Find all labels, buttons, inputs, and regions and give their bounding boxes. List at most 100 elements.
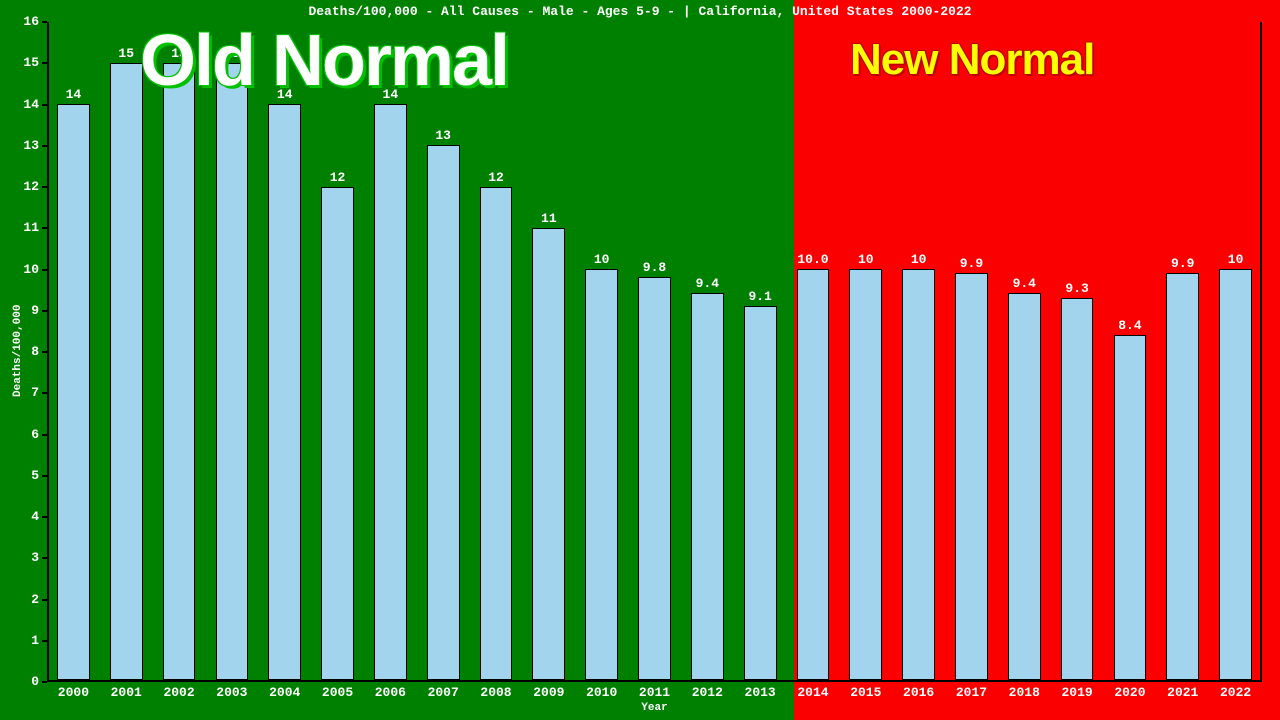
bar xyxy=(638,277,671,680)
y-tick xyxy=(42,269,47,271)
x-tick-label: 2007 xyxy=(428,685,459,700)
bar-value-label: 10 xyxy=(594,252,610,267)
bar xyxy=(902,269,935,680)
bar xyxy=(110,63,143,680)
x-tick-label: 2009 xyxy=(533,685,564,700)
x-tick-label: 2019 xyxy=(1061,685,1092,700)
y-tick xyxy=(42,104,47,106)
bar-value-label: 15 xyxy=(118,46,134,61)
bar-value-label: 12 xyxy=(488,170,504,185)
bar-value-label: 11 xyxy=(541,211,557,226)
chart-title: Deaths/100,000 - All Causes - Male - Age… xyxy=(0,4,1280,19)
y-tick xyxy=(42,145,47,147)
bar-value-label: 8.4 xyxy=(1118,318,1141,333)
bar-value-label: 14 xyxy=(66,87,82,102)
x-tick-label: 2010 xyxy=(586,685,617,700)
y-tick xyxy=(42,227,47,229)
bar xyxy=(163,63,196,680)
y-tick-label: 7 xyxy=(17,385,39,400)
y-tick xyxy=(42,186,47,188)
x-tick-label: 2013 xyxy=(745,685,776,700)
bar-value-label: 9.4 xyxy=(1013,276,1036,291)
bar-value-label: 10.0 xyxy=(797,252,828,267)
y-tick-label: 10 xyxy=(17,262,39,277)
y-tick-label: 1 xyxy=(17,633,39,648)
x-tick-label: 2011 xyxy=(639,685,670,700)
y-tick-label: 14 xyxy=(17,97,39,112)
y-tick xyxy=(42,62,47,64)
y-tick xyxy=(42,557,47,559)
bar xyxy=(955,273,988,680)
x-tick-label: 2002 xyxy=(163,685,194,700)
bar xyxy=(1166,273,1199,680)
bar-value-label: 10 xyxy=(1228,252,1244,267)
x-axis xyxy=(47,680,1262,682)
bar-value-label: 9.8 xyxy=(643,260,666,275)
bar-value-label: 10 xyxy=(911,252,927,267)
bar-value-label: 13 xyxy=(435,128,451,143)
x-tick-label: 2005 xyxy=(322,685,353,700)
bar xyxy=(1114,335,1147,680)
y-tick-label: 8 xyxy=(17,344,39,359)
y-tick-label: 13 xyxy=(17,138,39,153)
x-tick-label: 2020 xyxy=(1114,685,1145,700)
x-tick-label: 2022 xyxy=(1220,685,1251,700)
bar xyxy=(797,269,830,680)
y-tick-label: 5 xyxy=(17,468,39,483)
x-tick-label: 2008 xyxy=(480,685,511,700)
y-tick xyxy=(42,475,47,477)
y-axis xyxy=(47,22,49,682)
y-tick-label: 9 xyxy=(17,303,39,318)
bar-value-label: 9.9 xyxy=(1171,256,1194,271)
y-tick-label: 0 xyxy=(17,674,39,689)
x-tick-label: 2004 xyxy=(269,685,300,700)
x-tick-label: 2003 xyxy=(216,685,247,700)
bar xyxy=(374,104,407,680)
bar xyxy=(427,145,460,680)
y-tick xyxy=(42,351,47,353)
bar-value-label: 9.1 xyxy=(748,289,771,304)
bar xyxy=(480,187,513,681)
bar xyxy=(216,63,249,680)
bar-value-label: 9.9 xyxy=(960,256,983,271)
bar xyxy=(57,104,90,680)
y-tick xyxy=(42,599,47,601)
bar xyxy=(532,228,565,680)
y-tick xyxy=(42,640,47,642)
bar-value-label: 12 xyxy=(330,170,346,185)
y-tick-label: 15 xyxy=(17,55,39,70)
bar xyxy=(268,104,301,680)
chart-root: Deaths/100,000 - All Causes - Male - Age… xyxy=(0,0,1280,720)
y-tick xyxy=(42,310,47,312)
overlay-old-normal: Old Normal xyxy=(140,20,508,102)
bar-value-label: 9.4 xyxy=(696,276,719,291)
y-tick xyxy=(42,434,47,436)
x-tick-label: 2000 xyxy=(58,685,89,700)
bar xyxy=(691,293,724,680)
x-tick-label: 2014 xyxy=(797,685,828,700)
y-tick-label: 2 xyxy=(17,592,39,607)
y-tick-label: 12 xyxy=(17,179,39,194)
x-tick-label: 2021 xyxy=(1167,685,1198,700)
bar xyxy=(744,306,777,680)
y-tick-label: 4 xyxy=(17,509,39,524)
bar-value-label: 9.3 xyxy=(1065,281,1088,296)
x-tick-label: 2012 xyxy=(692,685,723,700)
x-tick-label: 2017 xyxy=(956,685,987,700)
x-tick-label: 2018 xyxy=(1009,685,1040,700)
y-tick xyxy=(42,516,47,518)
y-tick xyxy=(42,392,47,394)
y-tick-label: 11 xyxy=(17,220,39,235)
x-tick-label: 2016 xyxy=(903,685,934,700)
y-tick xyxy=(42,681,47,683)
bar xyxy=(1219,269,1252,680)
plot-area: 14151515141214131211109.89.49.110.010109… xyxy=(47,22,1262,682)
bar xyxy=(849,269,882,680)
overlay-new-normal: New Normal xyxy=(850,35,1094,85)
bar xyxy=(1061,298,1094,680)
x-tick-label: 2015 xyxy=(850,685,881,700)
bar-value-label: 10 xyxy=(858,252,874,267)
x-tick-label: 2001 xyxy=(111,685,142,700)
bar xyxy=(585,269,618,680)
x-tick-label: 2006 xyxy=(375,685,406,700)
